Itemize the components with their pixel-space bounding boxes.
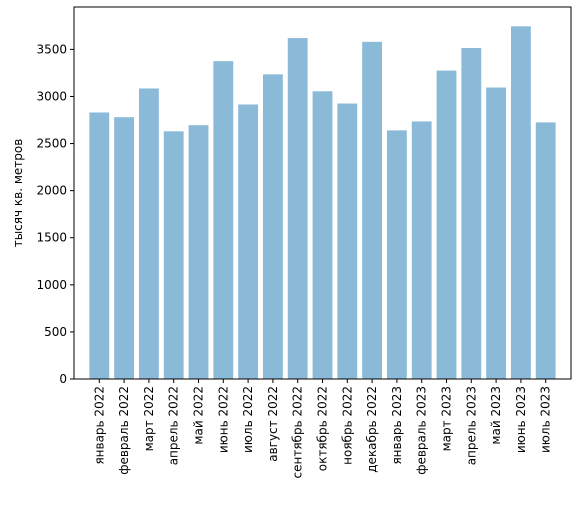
x-tick-label-0: январь 2022 bbox=[92, 386, 106, 465]
bar-7 bbox=[262, 74, 283, 379]
bar-0 bbox=[89, 112, 110, 379]
x-tick-label-16: май 2023 bbox=[489, 386, 503, 445]
bar-3 bbox=[163, 131, 184, 379]
y-tick-label-1: 500 bbox=[44, 325, 67, 339]
x-tick-label-17: июнь 2023 bbox=[514, 386, 528, 453]
bar-13 bbox=[411, 121, 432, 380]
x-tick-label-5: июнь 2022 bbox=[216, 386, 230, 453]
bars-group bbox=[89, 26, 556, 380]
y-tick-label-4: 2000 bbox=[36, 184, 67, 198]
bar-1 bbox=[114, 117, 135, 379]
x-tick-label-3: апрель 2022 bbox=[167, 386, 181, 465]
x-tick-label-13: февраль 2023 bbox=[415, 386, 429, 475]
y-tick-label-6: 3000 bbox=[36, 89, 67, 103]
x-tick-label-12: январь 2023 bbox=[390, 386, 404, 465]
x-tick-label-9: октябрь 2022 bbox=[316, 386, 330, 471]
bar-9 bbox=[312, 91, 333, 379]
x-tick-label-8: сентябрь 2022 bbox=[291, 386, 305, 478]
x-axis-ticks: январь 2022 февраль 2022 март 2022 апрель 2… bbox=[92, 379, 553, 478]
y-axis-ticks: 0 500 1000 1500 2000 2500 3000 3500 bbox=[36, 42, 74, 386]
y-tick-label-5: 2500 bbox=[36, 137, 67, 151]
x-tick-label-4: май 2022 bbox=[191, 386, 205, 445]
x-tick-label-6: июль 2022 bbox=[241, 386, 255, 453]
y-tick-label-3: 1500 bbox=[36, 231, 67, 245]
y-tick-label-7: 3500 bbox=[36, 42, 67, 56]
x-tick-label-18: июль 2023 bbox=[539, 386, 553, 453]
bar-12 bbox=[386, 130, 407, 379]
x-tick-label-14: март 2023 bbox=[440, 386, 454, 451]
x-tick-label-7: август 2022 bbox=[266, 386, 280, 462]
plot-frame bbox=[73, 6, 572, 380]
bar-5 bbox=[213, 61, 234, 380]
x-tick-label-2: март 2022 bbox=[142, 386, 156, 451]
x-tick-label-10: ноябрь 2022 bbox=[340, 386, 354, 465]
bar-2 bbox=[138, 88, 159, 380]
bar-8 bbox=[287, 38, 308, 379]
bar-15 bbox=[461, 47, 482, 379]
y-tick-label-2: 1000 bbox=[36, 278, 67, 292]
y-tick-label-0: 0 bbox=[59, 372, 67, 386]
bar-17 bbox=[510, 26, 531, 380]
x-tick-label-15: апрель 2023 bbox=[464, 386, 478, 465]
bar-18 bbox=[535, 122, 556, 380]
bar-11 bbox=[362, 41, 383, 379]
y-axis-label: тысяч кв. метров bbox=[11, 139, 25, 248]
bar-16 bbox=[486, 87, 507, 380]
bar-6 bbox=[238, 104, 259, 379]
bar-14 bbox=[436, 70, 457, 379]
x-tick-label-1: февраль 2022 bbox=[117, 386, 131, 475]
x-tick-label-11: декабрь 2022 bbox=[365, 386, 379, 473]
bar-4 bbox=[188, 125, 209, 379]
bar-10 bbox=[337, 103, 358, 379]
